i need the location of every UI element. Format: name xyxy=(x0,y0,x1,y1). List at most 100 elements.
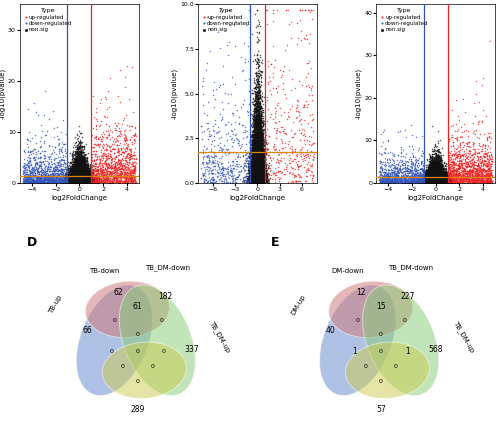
Point xyxy=(248,178,256,185)
Point xyxy=(432,170,440,177)
Point xyxy=(70,176,78,183)
Point xyxy=(427,163,435,170)
Point xyxy=(78,178,86,185)
Point xyxy=(430,170,438,177)
Point xyxy=(400,167,408,174)
Point xyxy=(74,178,82,186)
Point xyxy=(258,169,266,176)
Point xyxy=(429,173,437,180)
Point xyxy=(260,159,268,166)
Point xyxy=(249,151,257,158)
Point xyxy=(77,172,85,179)
Point xyxy=(433,177,441,184)
Point xyxy=(434,160,442,167)
Point xyxy=(432,160,440,167)
Point xyxy=(77,168,85,175)
Point xyxy=(81,178,89,185)
Point xyxy=(128,179,136,186)
Point xyxy=(429,163,437,170)
Point xyxy=(254,115,262,122)
Point xyxy=(76,177,84,184)
Point xyxy=(240,128,248,135)
Point xyxy=(254,179,262,186)
Point xyxy=(430,166,438,173)
Point xyxy=(428,175,436,182)
Point xyxy=(438,178,446,185)
Point xyxy=(76,177,84,184)
Point xyxy=(258,176,266,183)
Point xyxy=(68,177,76,184)
Point xyxy=(72,174,80,181)
Point xyxy=(431,166,439,173)
Point xyxy=(254,169,262,176)
Point xyxy=(76,179,84,186)
Point xyxy=(78,167,86,174)
Point xyxy=(248,172,256,179)
Point xyxy=(254,164,262,171)
Point xyxy=(80,172,88,179)
Point xyxy=(84,178,92,185)
Point xyxy=(260,175,268,182)
Point xyxy=(77,165,85,172)
Point xyxy=(257,159,265,166)
Point xyxy=(254,99,262,107)
Point xyxy=(84,170,92,178)
Point xyxy=(66,177,74,184)
Point xyxy=(77,175,85,182)
Point xyxy=(76,166,84,174)
Point xyxy=(258,178,266,186)
Point xyxy=(430,174,438,182)
Point xyxy=(61,179,69,186)
Point xyxy=(254,141,262,148)
Point xyxy=(259,142,267,149)
Point xyxy=(64,165,72,172)
Point xyxy=(85,165,93,172)
Point xyxy=(432,176,440,183)
Point xyxy=(104,143,112,150)
Point xyxy=(248,134,256,141)
Point xyxy=(432,175,440,182)
Point xyxy=(74,157,82,164)
Point xyxy=(384,174,392,181)
Point xyxy=(69,176,77,183)
Point xyxy=(76,172,84,179)
Point xyxy=(82,174,90,182)
Point xyxy=(81,171,89,178)
Point xyxy=(432,160,440,167)
Point xyxy=(430,178,438,185)
Point xyxy=(440,179,448,186)
Point xyxy=(253,135,261,142)
Point xyxy=(131,176,139,183)
Point xyxy=(430,172,438,179)
Point xyxy=(252,177,260,184)
Point xyxy=(78,178,86,185)
Point xyxy=(437,178,445,185)
Point xyxy=(432,179,440,186)
Point xyxy=(74,179,82,186)
Point xyxy=(423,168,431,175)
Point xyxy=(254,174,262,182)
Point xyxy=(254,126,262,133)
Point xyxy=(83,177,91,184)
Point xyxy=(74,178,82,185)
Point xyxy=(69,176,77,183)
Point xyxy=(428,170,436,178)
Point xyxy=(72,172,80,179)
Point xyxy=(412,174,420,181)
Point xyxy=(75,177,83,184)
Point xyxy=(250,166,258,173)
Point xyxy=(66,175,74,182)
Point xyxy=(430,171,438,178)
Point xyxy=(254,168,262,175)
Point xyxy=(70,169,78,176)
Point xyxy=(76,176,84,183)
Point xyxy=(468,168,476,175)
Point xyxy=(65,176,73,183)
Point xyxy=(254,173,262,180)
Point xyxy=(84,174,92,181)
Point xyxy=(431,178,439,185)
Point xyxy=(79,174,87,181)
Point xyxy=(433,179,441,186)
Point xyxy=(431,171,439,178)
Point xyxy=(466,158,474,165)
